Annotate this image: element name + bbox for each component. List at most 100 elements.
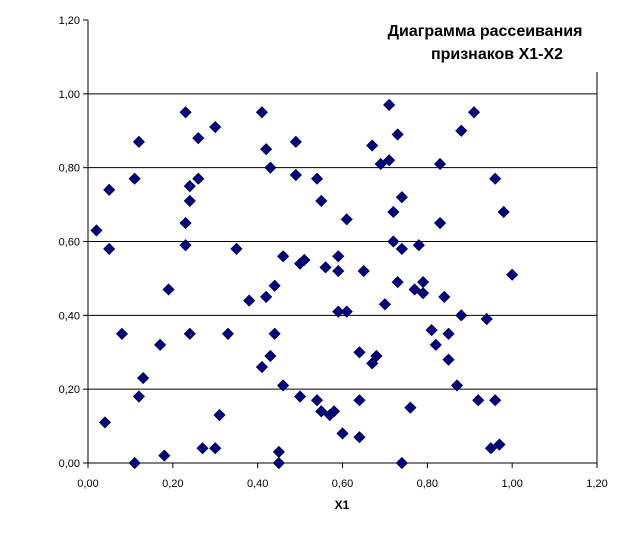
data-point — [357, 264, 370, 278]
y-tick-label: 0,60 — [59, 237, 80, 249]
data-point — [404, 401, 417, 414]
data-points — [90, 98, 519, 470]
data-point — [480, 312, 493, 326]
data-point — [455, 309, 468, 322]
data-point — [213, 408, 226, 422]
data-point — [417, 287, 430, 300]
data-point — [179, 239, 192, 252]
data-point — [192, 172, 205, 185]
x-tick-label: 0,80 — [417, 478, 438, 490]
y-tick-label: 0,80 — [59, 163, 80, 175]
y-tick-label: 0,00 — [59, 458, 80, 470]
data-point — [158, 449, 171, 462]
data-point — [438, 290, 451, 303]
data-point — [310, 172, 324, 185]
data-point — [433, 216, 447, 230]
data-point — [332, 305, 345, 318]
chart-title-line-1: Диаграмма рассеивания — [388, 23, 583, 40]
data-point — [183, 327, 196, 340]
data-point — [115, 327, 128, 340]
data-point — [162, 283, 175, 296]
tick-labels: 0,00 0,20 0,40 0,60 0,80 1,00 1,20 0,00 0,20 0,40… — [59, 15, 608, 490]
data-point — [387, 235, 400, 248]
data-point — [450, 379, 464, 392]
x-tick-label: 1,00 — [501, 478, 522, 490]
data-point — [243, 294, 256, 307]
data-point — [264, 161, 277, 174]
data-point — [183, 180, 196, 193]
data-point — [332, 264, 345, 278]
x-tick-label: 1,20 — [586, 478, 607, 490]
x-tick-label: 0,00 — [77, 478, 98, 490]
data-point — [366, 139, 379, 152]
data-point — [230, 242, 243, 255]
data-point — [493, 438, 506, 451]
data-point — [395, 456, 408, 470]
data-point — [268, 279, 281, 292]
data-point — [425, 324, 438, 337]
data-point — [289, 135, 302, 148]
data-point — [383, 154, 396, 167]
data-point — [255, 360, 268, 374]
data-point — [298, 253, 311, 267]
data-point — [98, 416, 112, 429]
data-point — [315, 405, 328, 418]
data-point — [179, 106, 192, 119]
data-point — [395, 191, 408, 204]
data-point — [353, 394, 366, 407]
data-point — [353, 346, 366, 359]
y-tick-label: 0,20 — [59, 384, 80, 396]
data-point — [442, 353, 455, 366]
data-point — [90, 224, 103, 237]
data-point — [391, 128, 404, 141]
data-point — [183, 194, 196, 207]
x-tick-label: 0,40 — [247, 478, 268, 490]
data-point — [336, 427, 349, 440]
data-point — [272, 456, 285, 470]
axes — [83, 19, 598, 468]
data-point — [489, 172, 502, 185]
data-point — [196, 442, 209, 455]
data-point — [128, 456, 141, 470]
data-point — [277, 250, 290, 263]
data-point — [497, 205, 510, 219]
data-point — [192, 132, 205, 145]
data-point — [327, 405, 341, 418]
gridlines — [88, 93, 597, 390]
data-point — [429, 338, 442, 351]
data-point — [412, 239, 425, 252]
data-point — [294, 390, 307, 403]
data-point — [472, 394, 485, 407]
data-point — [408, 283, 421, 296]
x-tick-label: 0,60 — [332, 478, 353, 490]
data-point — [209, 120, 222, 134]
data-point — [132, 390, 145, 403]
data-point — [310, 394, 324, 407]
data-point — [484, 442, 498, 455]
data-point — [366, 357, 379, 370]
data-point — [332, 250, 345, 263]
title-background — [385, 14, 600, 72]
data-point — [315, 194, 328, 207]
data-point — [289, 168, 302, 182]
data-point — [179, 216, 192, 230]
data-point — [277, 379, 290, 392]
data-point — [353, 431, 366, 444]
data-point — [255, 106, 268, 119]
data-point — [433, 157, 447, 171]
data-point — [374, 157, 387, 171]
data-point — [455, 124, 468, 137]
chart-title-line-2: признаков X1-X2 — [431, 46, 563, 63]
data-point — [387, 205, 400, 219]
data-point — [260, 290, 273, 303]
data-point — [103, 183, 116, 196]
data-point — [340, 213, 353, 226]
data-point — [132, 135, 145, 148]
data-point — [260, 143, 273, 156]
data-point — [264, 349, 277, 363]
x-tick-label: 0,20 — [162, 478, 183, 490]
data-point — [378, 298, 391, 311]
data-point — [221, 327, 235, 340]
data-point — [268, 327, 281, 340]
data-point — [370, 349, 383, 363]
